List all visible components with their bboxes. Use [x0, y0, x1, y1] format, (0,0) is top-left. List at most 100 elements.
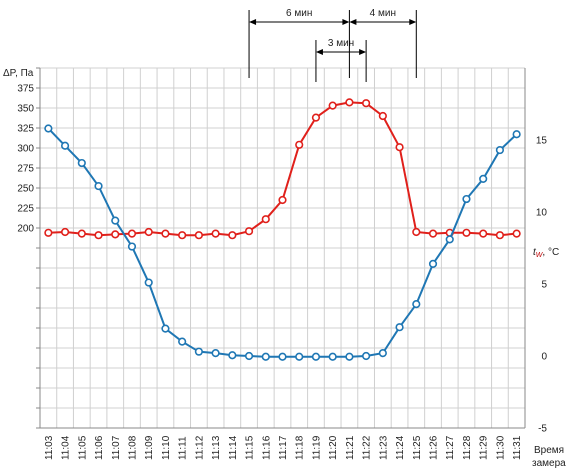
left-tick-label: 350: [17, 104, 34, 115]
x-tick-label: 11:13: [211, 435, 222, 460]
x-tick-label: 11:07: [111, 435, 122, 460]
right-tick-label: -5: [538, 424, 547, 435]
data-point: [144, 278, 153, 287]
data-point: [94, 231, 103, 240]
data-point: [345, 352, 354, 361]
x-tick-label: 11:12: [194, 435, 205, 460]
data-point: [244, 351, 254, 361]
data-point: [94, 181, 103, 191]
data-point: [178, 337, 187, 346]
x-axis-title-line2: замера: [532, 458, 566, 469]
x-tick-label: 11:19: [311, 435, 322, 460]
data-point: [295, 140, 304, 149]
left-tick-label: 250: [17, 184, 34, 195]
data-point: [295, 352, 304, 361]
data-point: [495, 145, 505, 155]
data-point: [211, 349, 220, 358]
data-point: [512, 229, 521, 238]
x-tick-label: 11:06: [94, 435, 105, 460]
data-point: [211, 229, 220, 238]
data-point: [44, 228, 53, 237]
x-tick-label: 11:24: [395, 435, 406, 460]
x-tick-label: 11:31: [512, 435, 523, 460]
data-point: [311, 352, 321, 361]
x-axis-title-line1: Время: [534, 445, 564, 456]
data-point: [178, 231, 187, 240]
left-axis-title: ΔP, Па: [3, 68, 34, 79]
x-tick-label: 11:09: [144, 435, 155, 460]
x-tick-label: 11:18: [295, 435, 306, 460]
data-point: [111, 216, 120, 225]
series-line-0: [48, 101, 517, 237]
data-point: [77, 229, 86, 238]
data-point: [161, 324, 170, 333]
x-tick-label: 11:04: [61, 435, 72, 460]
data-point: [428, 229, 438, 238]
left-tick-label: 375: [17, 84, 34, 95]
data-point: [194, 231, 203, 240]
data-point: [328, 352, 337, 361]
annotation-label: 6 мин: [286, 8, 312, 19]
right-axis-subscript: W: [536, 252, 544, 259]
data-point: [261, 215, 270, 224]
data-point: [127, 242, 137, 251]
x-tick-label: 11:25: [412, 435, 423, 460]
x-tick-label: 11:21: [345, 435, 356, 460]
series-layer: [44, 98, 521, 361]
data-point: [228, 231, 237, 240]
arrowhead-left: [315, 49, 323, 55]
data-point: [378, 349, 387, 358]
right-tick-label: 10: [536, 208, 548, 219]
right-axis-title: tW, °C: [533, 247, 559, 259]
data-point: [362, 351, 371, 361]
data-point: [479, 174, 488, 183]
x-tick-label: 11:05: [77, 435, 88, 460]
grid: [36, 67, 526, 429]
right-tick-label: 5: [541, 280, 547, 291]
data-point: [44, 124, 53, 133]
arrowhead-left: [349, 19, 357, 25]
data-point: [412, 300, 421, 309]
data-point: [228, 351, 237, 360]
data-point: [378, 111, 387, 121]
data-point: [445, 235, 454, 244]
x-tick-label: 11:11: [178, 436, 189, 460]
data-point: [479, 229, 488, 238]
x-tick-label: 11:23: [378, 435, 389, 460]
arrowhead-right: [359, 49, 367, 55]
data-point: [161, 229, 170, 238]
x-tick-label: 11:22: [362, 435, 373, 460]
x-tick-label: 11:30: [495, 435, 506, 460]
x-tick-label: 11:26: [429, 435, 440, 460]
annotation-label: 3 мин: [328, 38, 354, 49]
data-point: [144, 227, 153, 237]
x-tick-label: 11:29: [479, 435, 490, 460]
arrowhead-right: [342, 19, 350, 25]
series-line-1: [47, 127, 518, 358]
right-tick-label: 15: [536, 136, 548, 147]
annotations: 6 мин 4 мин 3 мин: [248, 8, 417, 82]
data-point: [495, 231, 505, 240]
data-point: [194, 347, 203, 356]
data-point: [328, 101, 337, 110]
x-tick-label: 11:27: [445, 435, 456, 460]
data-point: [462, 194, 471, 204]
data-point: [278, 352, 287, 361]
left-tick-label: 300: [17, 144, 34, 155]
annotation-label: 4 мин: [370, 8, 396, 19]
x-tick-label: 11:16: [261, 435, 272, 460]
x-tick-label: 11:08: [127, 435, 138, 460]
data-point: [362, 99, 371, 108]
data-point: [77, 158, 86, 168]
arrowhead-right: [409, 19, 417, 25]
data-point: [311, 113, 321, 122]
data-point: [278, 195, 287, 205]
left-tick-label: 200: [17, 224, 34, 235]
right-axis-unit: , °C: [542, 247, 559, 258]
left-tick-label: 325: [17, 124, 34, 135]
x-tick-label: 11:17: [278, 435, 289, 460]
arrowhead-left: [249, 19, 257, 25]
x-tick-label: 11:28: [462, 435, 473, 460]
x-tick-label: 11:10: [161, 435, 172, 460]
